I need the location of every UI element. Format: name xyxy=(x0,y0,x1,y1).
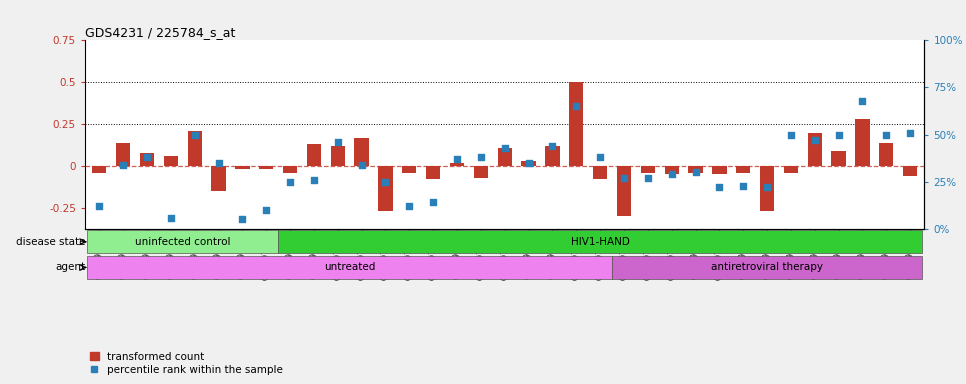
Bar xyxy=(545,146,559,166)
Point xyxy=(354,162,369,168)
Point xyxy=(712,184,727,190)
Bar xyxy=(879,142,894,166)
Bar xyxy=(569,82,583,166)
Bar xyxy=(640,166,655,173)
Bar xyxy=(760,166,774,211)
Bar xyxy=(307,144,321,166)
Point xyxy=(330,139,346,145)
Point xyxy=(521,160,536,166)
Text: GDS4231 / 225784_s_at: GDS4231 / 225784_s_at xyxy=(85,26,236,39)
Bar xyxy=(689,166,702,173)
Text: antiretroviral therapy: antiretroviral therapy xyxy=(711,262,823,273)
Point xyxy=(855,98,870,104)
Point xyxy=(902,130,918,136)
Bar xyxy=(473,166,488,178)
Bar xyxy=(236,166,249,169)
Bar xyxy=(450,163,465,166)
Bar xyxy=(330,146,345,166)
Bar xyxy=(187,131,202,166)
Point xyxy=(402,203,417,209)
Bar xyxy=(522,161,536,166)
Point xyxy=(425,199,440,205)
Bar xyxy=(212,166,226,191)
Point xyxy=(187,132,203,138)
Point xyxy=(473,154,489,160)
Point xyxy=(306,177,322,183)
Bar xyxy=(855,119,869,166)
Bar xyxy=(783,166,798,173)
Bar xyxy=(426,166,440,179)
Bar xyxy=(617,166,631,216)
Point xyxy=(139,154,155,160)
Bar xyxy=(736,166,751,173)
Point xyxy=(116,162,131,168)
Point xyxy=(640,175,656,181)
Bar xyxy=(278,230,923,253)
Point xyxy=(449,156,465,162)
Point xyxy=(92,203,107,209)
Bar xyxy=(665,166,679,174)
Bar xyxy=(116,142,130,166)
Legend: transformed count, percentile rank within the sample: transformed count, percentile rank withi… xyxy=(90,352,283,375)
Bar xyxy=(259,166,273,169)
Point xyxy=(664,171,679,177)
Bar xyxy=(402,166,416,173)
Point xyxy=(211,160,226,166)
Text: HIV1-HAND: HIV1-HAND xyxy=(571,237,630,247)
Point xyxy=(497,145,512,151)
Bar xyxy=(832,151,846,166)
Point xyxy=(378,179,393,185)
Point xyxy=(831,132,846,138)
Point xyxy=(616,175,632,181)
Bar xyxy=(379,166,392,211)
Point xyxy=(759,184,775,190)
Point xyxy=(163,215,179,221)
Bar xyxy=(612,256,923,279)
Bar xyxy=(92,166,106,173)
Bar xyxy=(355,137,369,166)
Text: untreated: untreated xyxy=(324,262,376,273)
Bar xyxy=(87,256,612,279)
Point xyxy=(259,207,274,213)
Bar xyxy=(163,156,178,166)
Point xyxy=(235,217,250,223)
Point xyxy=(688,169,703,175)
Text: agent: agent xyxy=(55,262,85,273)
Point xyxy=(282,179,298,185)
Point xyxy=(735,182,751,189)
Bar xyxy=(283,166,298,173)
Bar xyxy=(903,166,918,176)
Bar xyxy=(87,230,278,253)
Bar xyxy=(593,166,608,179)
Bar xyxy=(140,152,155,166)
Bar xyxy=(712,166,726,174)
Text: uninfected control: uninfected control xyxy=(135,237,231,247)
Bar xyxy=(497,147,512,166)
Point xyxy=(807,137,822,143)
Bar xyxy=(808,132,822,166)
Text: disease state: disease state xyxy=(16,237,85,247)
Point xyxy=(879,132,895,138)
Point xyxy=(545,143,560,149)
Point xyxy=(783,132,799,138)
Point xyxy=(592,154,608,160)
Point xyxy=(569,103,584,109)
